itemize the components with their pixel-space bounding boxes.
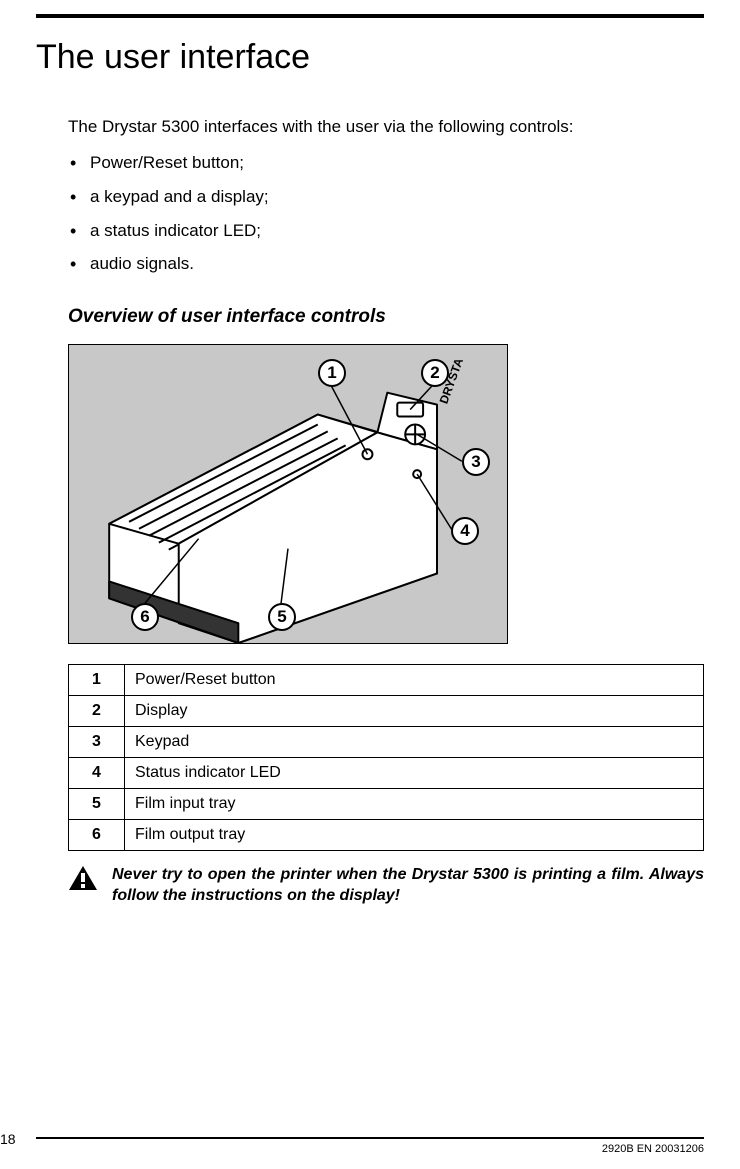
list-item: audio signals. — [68, 252, 704, 276]
part-label: Display — [125, 696, 704, 727]
printer-svg: DRYSTA — [69, 345, 507, 643]
printer-diagram: DRYSTA 1 2 3 4 5 6 — [68, 344, 508, 644]
callout-2: 2 — [421, 359, 449, 387]
page-title: The user interface — [36, 38, 704, 77]
list-item: Power/Reset button; — [68, 151, 704, 175]
part-num: 5 — [69, 789, 125, 820]
parts-table: 1 Power/Reset button 2 Display 3 Keypad … — [68, 664, 704, 851]
page-content: The user interface The Drystar 5300 inte… — [36, 32, 704, 907]
callout-6: 6 — [131, 603, 159, 631]
callout-4: 4 — [451, 517, 479, 545]
warning-text: Never try to open the printer when the D… — [112, 865, 704, 907]
table-row: 2 Display — [69, 696, 704, 727]
doc-id: 2920B EN 20031206 — [602, 1143, 704, 1155]
part-num: 1 — [69, 665, 125, 696]
table-row: 1 Power/Reset button — [69, 665, 704, 696]
part-label: Status indicator LED — [125, 758, 704, 789]
part-label: Film output tray — [125, 820, 704, 851]
part-label: Power/Reset button — [125, 665, 704, 696]
part-num: 6 — [69, 820, 125, 851]
intro-text: The Drystar 5300 interfaces with the use… — [68, 117, 704, 137]
bottom-rule — [36, 1137, 704, 1139]
part-num: 4 — [69, 758, 125, 789]
warning-icon — [68, 865, 98, 891]
section-subtitle: Overview of user interface controls — [68, 306, 704, 328]
callout-1: 1 — [318, 359, 346, 387]
list-item: a keypad and a display; — [68, 185, 704, 209]
table-row: 3 Keypad — [69, 727, 704, 758]
warning-block: Never try to open the printer when the D… — [68, 865, 704, 907]
callout-3: 3 — [462, 448, 490, 476]
callout-5: 5 — [268, 603, 296, 631]
table-row: 4 Status indicator LED — [69, 758, 704, 789]
page-number: 18 — [0, 1131, 16, 1147]
list-item: a status indicator LED; — [68, 219, 704, 243]
part-num: 2 — [69, 696, 125, 727]
bullet-list: Power/Reset button; a keypad and a displ… — [68, 151, 704, 276]
part-label: Film input tray — [125, 789, 704, 820]
part-num: 3 — [69, 727, 125, 758]
table-row: 5 Film input tray — [69, 789, 704, 820]
part-label: Keypad — [125, 727, 704, 758]
table-row: 6 Film output tray — [69, 820, 704, 851]
top-rule — [36, 14, 704, 18]
